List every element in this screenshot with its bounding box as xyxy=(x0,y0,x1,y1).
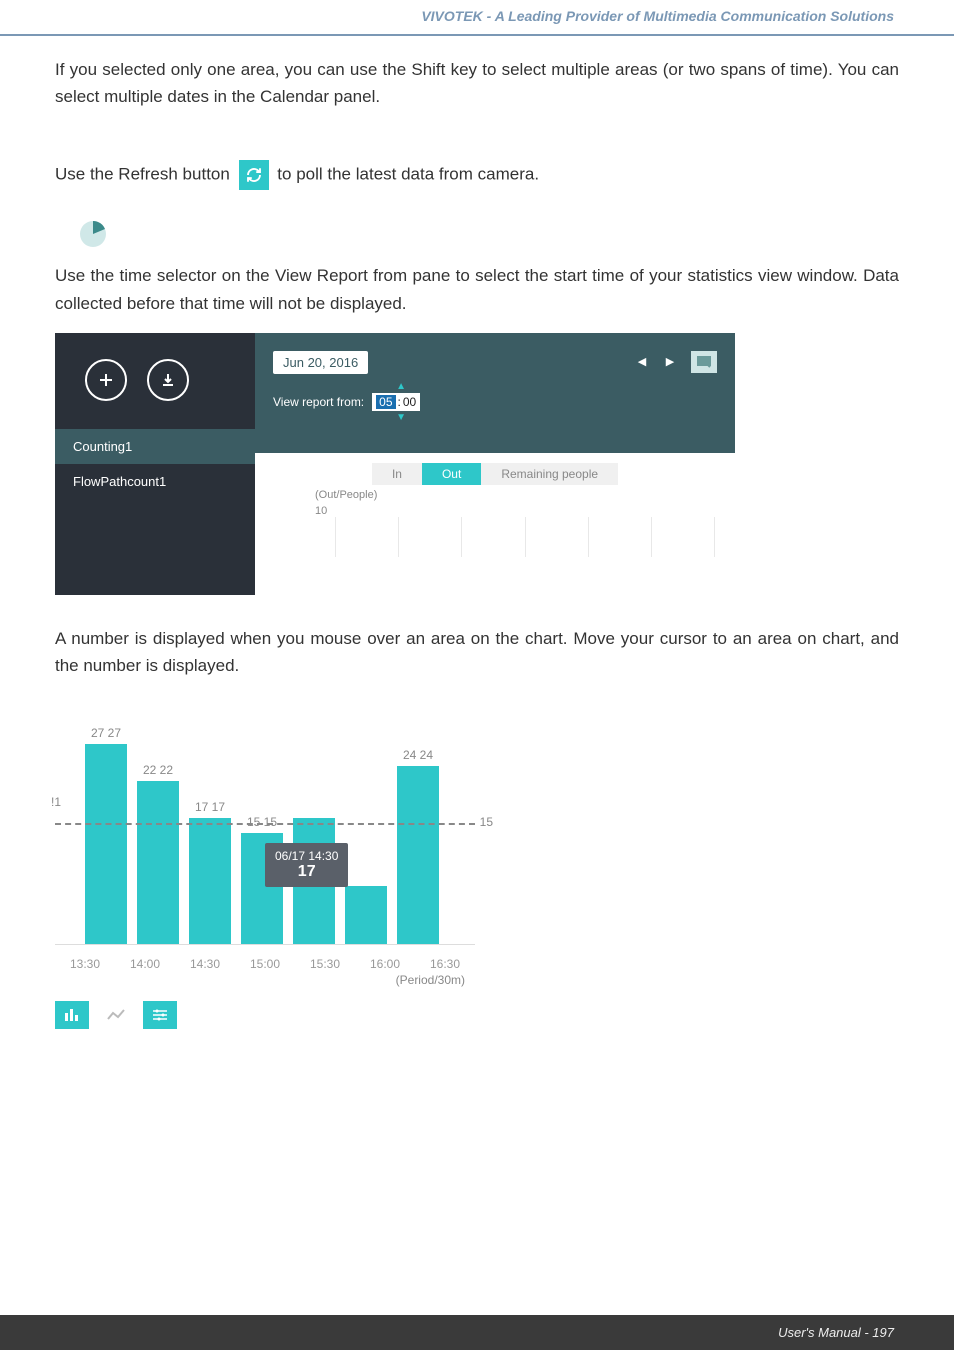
para2-b: to poll the latest data from camera. xyxy=(277,165,539,184)
sidebar-item-flowpathcount1[interactable]: FlowPathcount1 xyxy=(55,464,255,499)
y-axis-label: (Out/People) xyxy=(315,489,715,501)
grid-export-icon[interactable] xyxy=(691,351,717,373)
line-chart-icon[interactable] xyxy=(99,1001,133,1029)
bar-label: 24 24 xyxy=(397,748,439,762)
paragraph-1: If you selected only one area, you can u… xyxy=(55,56,899,110)
x-tick: 14:00 xyxy=(115,957,175,971)
paragraph-4: A number is displayed when you mouse ove… xyxy=(55,625,899,679)
x-axis: 13:3014:0014:3015:0015:3016:0016:30 xyxy=(55,951,475,971)
chevron-up-icon[interactable]: ▲ xyxy=(396,381,406,392)
prev-arrow-icon[interactable]: ◀ xyxy=(631,351,653,373)
export-button[interactable] xyxy=(147,359,189,401)
x-tick: 13:30 xyxy=(55,957,115,971)
chart-tooltip: 06/17 14:30 17 xyxy=(265,843,348,887)
para2-a: Use the Refresh button xyxy=(55,165,230,184)
bar-label: 17 17 xyxy=(189,800,231,814)
tooltip-date: 06/17 14:30 xyxy=(275,849,338,863)
x-tick: 14:30 xyxy=(175,957,235,971)
chart-bar[interactable] xyxy=(137,781,179,944)
next-arrow-icon[interactable]: ▶ xyxy=(659,351,681,373)
screenshot-bar-chart: !1 27 2722 2217 1715 1524 24 15 06/17 14… xyxy=(55,695,475,1029)
bar-chart: !1 27 2722 2217 1715 1524 24 15 06/17 14… xyxy=(55,695,475,945)
chart-grid xyxy=(335,517,715,557)
paragraph-2: Use the Refresh button to poll the lates… xyxy=(55,160,899,190)
x-tick: 15:30 xyxy=(295,957,355,971)
top-banner: VIVOTEK - A Leading Provider of Multimed… xyxy=(0,0,954,36)
bar-label: 15 15 xyxy=(241,815,283,829)
bar-chart-icon[interactable] xyxy=(55,1001,89,1029)
x-tick: 15:00 xyxy=(235,957,295,971)
chart-legend: In Out Remaining people xyxy=(275,463,715,485)
pie-chart-icon xyxy=(75,216,111,252)
legend-in[interactable]: In xyxy=(372,463,422,485)
header-bar: Jun 20, 2016 ◀ ▶ View report from: ▲ 05 … xyxy=(255,333,735,453)
footer-text: User's Manual - 197 xyxy=(778,1325,894,1340)
time-minute[interactable]: 00 xyxy=(403,395,416,409)
screenshot-time-selector: Counting1 FlowPathcount1 Jun 20, 2016 ◀ … xyxy=(55,333,735,595)
page-content: If you selected only one area, you can u… xyxy=(0,36,954,1029)
bar-label: 22 22 xyxy=(137,763,179,777)
time-selector[interactable]: ▲ 05 : 00 ▼ xyxy=(372,393,420,411)
page-footer: User's Manual - 197 xyxy=(0,1315,954,1350)
view-report-from: View report from: ▲ 05 : 00 ▼ xyxy=(273,393,420,411)
time-hour[interactable]: 05 xyxy=(376,395,395,409)
chart-bar[interactable] xyxy=(345,886,387,944)
time-sep: : xyxy=(398,395,401,409)
avg-line xyxy=(55,823,475,825)
settings-icon[interactable] xyxy=(143,1001,177,1029)
chart-bar[interactable] xyxy=(397,766,439,944)
sidebar: Counting1 FlowPathcount1 xyxy=(55,333,255,595)
refresh-button-icon xyxy=(239,160,269,190)
chart-bar[interactable] xyxy=(85,744,127,944)
legend-out[interactable]: Out xyxy=(422,463,481,485)
x-tick: 16:30 xyxy=(415,957,475,971)
x-tick: 16:00 xyxy=(355,957,415,971)
chart-bar[interactable] xyxy=(189,818,231,944)
period-label: (Period/30m) xyxy=(55,973,475,987)
banner-text: VIVOTEK - A Leading Provider of Multimed… xyxy=(421,8,894,24)
avg-line-label: 15 xyxy=(480,815,493,829)
add-button[interactable] xyxy=(85,359,127,401)
paragraph-3: Use the time selector on the View Report… xyxy=(55,262,899,316)
view-from-label: View report from: xyxy=(273,395,364,409)
chevron-down-icon[interactable]: ▼ xyxy=(396,412,406,423)
legend-remaining[interactable]: Remaining people xyxy=(481,463,618,485)
y-marker: !1 xyxy=(51,795,61,809)
chart-toolbar xyxy=(55,1001,475,1029)
chart-area: In Out Remaining people (Out/People) 10 xyxy=(255,453,735,595)
date-picker[interactable]: Jun 20, 2016 xyxy=(273,351,368,374)
y-tick-10: 10 xyxy=(315,505,715,517)
sidebar-item-counting1[interactable]: Counting1 xyxy=(55,429,255,464)
bar-label: 27 27 xyxy=(85,726,127,740)
tooltip-value: 17 xyxy=(275,863,338,881)
